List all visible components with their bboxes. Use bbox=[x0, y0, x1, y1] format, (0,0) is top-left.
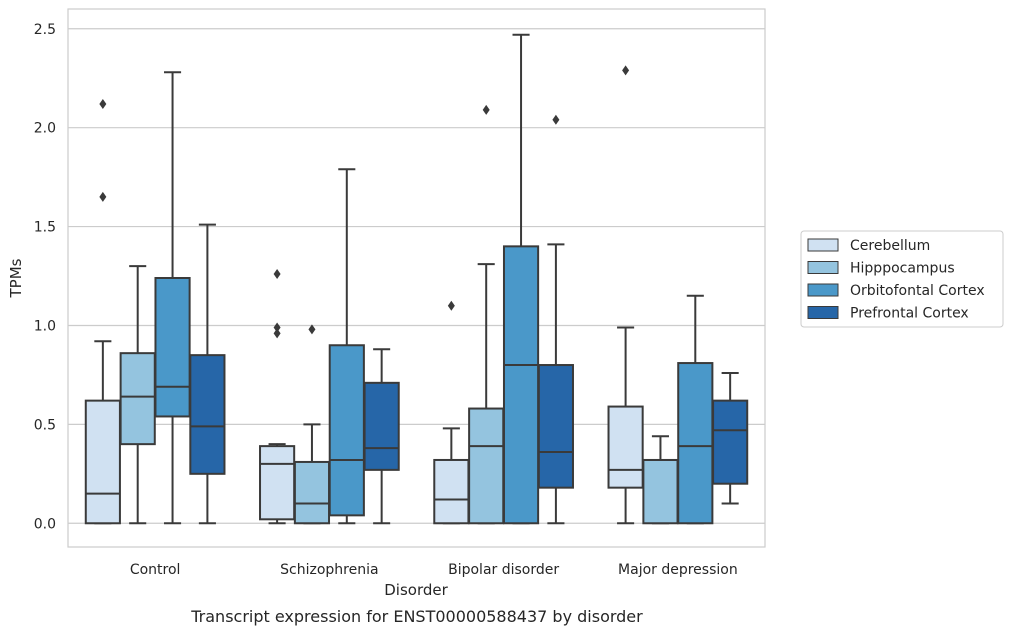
box-hipppocampus-3 bbox=[642, 435, 679, 525]
x-tick-label: Schizophrenia bbox=[280, 562, 378, 578]
outlier-point bbox=[273, 328, 281, 339]
y-axis-title: TPMs bbox=[7, 258, 25, 298]
y-tick-label: 2.5 bbox=[34, 22, 56, 38]
x-tick-label: Control bbox=[130, 562, 181, 578]
legend-swatch bbox=[807, 283, 839, 297]
legend-swatch bbox=[807, 238, 839, 252]
outlier-point bbox=[552, 114, 560, 125]
box-prefrontal-cortex-0 bbox=[189, 223, 226, 525]
y-tick-label: 1.0 bbox=[34, 318, 56, 334]
y-tick-label: 1.5 bbox=[34, 220, 56, 236]
box-hipppocampus-2 bbox=[468, 104, 505, 525]
box-iqr bbox=[293, 460, 331, 525]
box-cerebellum-2 bbox=[433, 300, 470, 525]
box-orbitofontal-cortex-2 bbox=[502, 33, 540, 525]
box-iqr bbox=[712, 399, 749, 485]
outlier-point bbox=[273, 269, 281, 280]
box-iqr bbox=[642, 458, 679, 525]
legend-label: Orbitofontal Cortex bbox=[850, 283, 985, 299]
box-iqr bbox=[677, 362, 714, 525]
box-iqr bbox=[154, 277, 191, 418]
box-cerebellum-0 bbox=[84, 98, 121, 525]
outlier-point bbox=[99, 98, 107, 109]
y-tick-labels: 0.0 0.5 1.0 1.5 2.0 2.5 bbox=[34, 22, 56, 532]
box-iqr bbox=[84, 399, 121, 525]
box-iqr bbox=[259, 445, 296, 521]
legend-label: Cerebellum bbox=[850, 238, 930, 254]
x-tick-label: Major depression bbox=[618, 562, 738, 578]
legend-label: Hipppocampus bbox=[850, 261, 955, 277]
outlier-point bbox=[447, 300, 455, 311]
outlier-point bbox=[99, 191, 107, 202]
y-tick-label: 0.5 bbox=[34, 417, 56, 433]
legend-label: Prefrontal Cortex bbox=[850, 306, 969, 322]
outlier-point bbox=[482, 104, 490, 115]
y-tick-label: 2.0 bbox=[34, 121, 56, 137]
box-hipppocampus-1 bbox=[293, 324, 331, 525]
outlier-point bbox=[622, 65, 630, 76]
legend-swatch bbox=[807, 306, 839, 319]
box-iqr bbox=[468, 407, 505, 525]
figure-caption: Transcript expression for ENST0000058843… bbox=[190, 607, 643, 626]
legend-swatch bbox=[807, 261, 839, 274]
box-iqr bbox=[119, 352, 156, 446]
box-cerebellum-3 bbox=[607, 65, 644, 525]
box-groups bbox=[84, 33, 749, 525]
box-iqr bbox=[328, 344, 365, 517]
outlier-point bbox=[308, 324, 316, 335]
box-iqr bbox=[537, 364, 574, 489]
box-iqr bbox=[607, 405, 644, 489]
x-axis-title: Disorder bbox=[384, 581, 448, 599]
x-tick-labels: Control Schizophrenia Bipolar disorder Majo… bbox=[130, 562, 738, 578]
y-tick-label: 0.0 bbox=[34, 516, 56, 532]
box-iqr bbox=[189, 354, 226, 475]
box-orbitofontal-cortex-3 bbox=[677, 294, 714, 525]
box-orbitofontal-cortex-0 bbox=[154, 71, 191, 525]
x-tick-label: Bipolar disorder bbox=[448, 562, 559, 578]
legend: Cerebellum Hipppocampus Orbitofontal Corte… bbox=[800, 230, 1004, 328]
box-iqr bbox=[363, 381, 400, 471]
legend-frame bbox=[800, 230, 1004, 328]
outlier-point bbox=[273, 322, 281, 333]
box-iqr bbox=[502, 245, 540, 525]
box-prefrontal-cortex-1 bbox=[363, 348, 400, 525]
box-iqr bbox=[433, 458, 470, 525]
box-cerebellum-1 bbox=[259, 269, 296, 525]
box-prefrontal-cortex-2 bbox=[537, 114, 574, 525]
box-prefrontal-cortex-3 bbox=[712, 371, 749, 505]
